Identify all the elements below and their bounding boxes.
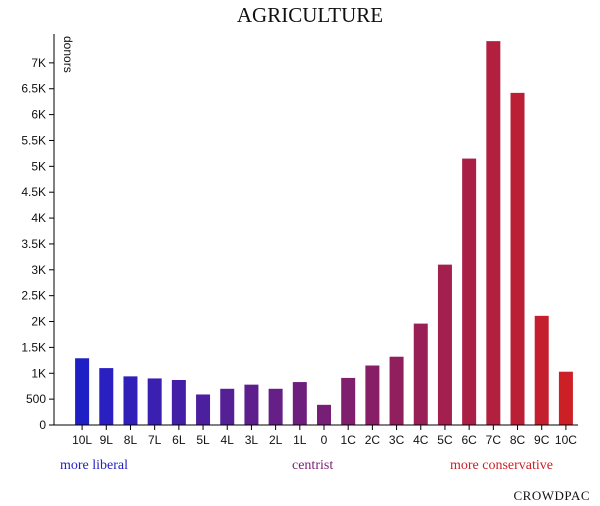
x-tick-label: 10L	[72, 433, 92, 447]
bar-4L	[220, 388, 235, 425]
x-tick-label: 7C	[486, 433, 502, 447]
bar-1L	[292, 382, 307, 425]
bar-6L	[171, 379, 186, 425]
bar-8L	[123, 376, 138, 425]
y-tick-label: 6.5K	[21, 82, 46, 96]
bar-2C	[365, 365, 380, 425]
x-tick-label: 0	[321, 433, 328, 447]
bar-9C	[534, 315, 549, 425]
x-tick-label: 5C	[437, 433, 453, 447]
bar-1C	[341, 377, 356, 425]
annotation-more-conservative: more conservative	[450, 458, 553, 473]
bar-7C	[486, 41, 501, 425]
y-axis-label: donors	[61, 36, 75, 73]
bar-7L	[147, 378, 162, 425]
y-tick-label: 1.5K	[21, 340, 46, 354]
y-tick-label: 500	[26, 392, 46, 406]
bars	[75, 41, 573, 425]
y-tick-label: 2K	[31, 315, 46, 329]
x-tick-label: 9C	[534, 433, 550, 447]
y-tick-label: 7K	[31, 56, 46, 70]
bar-8C	[510, 92, 525, 425]
x-tick-label: 6C	[461, 433, 477, 447]
bar-10C	[558, 371, 573, 425]
crowdpac-logo: CROWDPAC	[514, 488, 590, 503]
y-tick-label: 3.5K	[21, 237, 46, 251]
annotation-centrist: centrist	[292, 458, 333, 473]
bar-5C	[437, 264, 452, 425]
bar-4C	[413, 323, 428, 425]
x-tick-label: 3L	[245, 433, 259, 447]
y-tick-label: 1K	[31, 366, 46, 380]
y-tick-label: 6K	[31, 108, 46, 122]
y-tick-label: 3K	[31, 263, 46, 277]
bar-3C	[389, 356, 404, 425]
x-tick-label: 6L	[172, 433, 186, 447]
x-tick-label: 8C	[510, 433, 526, 447]
bar-10L	[75, 358, 90, 425]
x-tick-label: 9L	[100, 433, 114, 447]
bar-0	[317, 404, 331, 425]
x-tick-label: 10C	[555, 433, 577, 447]
axis-lines	[53, 34, 578, 426]
bar-2L	[268, 388, 283, 425]
chart-title: AGRICULTURE	[237, 3, 383, 27]
bar-9L	[99, 368, 114, 425]
y-tick-label: 4.5K	[21, 185, 46, 199]
y-tick-label: 0	[39, 418, 46, 432]
annotation-more-liberal: more liberal	[60, 458, 128, 473]
bar-5L	[196, 394, 211, 425]
x-tick-label: 7L	[148, 433, 162, 447]
bar-3L	[244, 384, 259, 425]
y-axis: 0 500 1K 1.5K 2K 2.5K 3K 3.5K 4K 4.5K 5K 5.5K 6K 6.5K…	[21, 56, 54, 432]
y-tick-label: 5K	[31, 159, 46, 173]
x-tick-label: 1C	[341, 433, 357, 447]
y-tick-label: 2.5K	[21, 289, 46, 303]
x-tick-label: 4L	[221, 433, 235, 447]
x-tick-label: 5L	[196, 433, 210, 447]
x-tick-label: 1L	[293, 433, 307, 447]
x-axis: 10L 9L 8L 7L 6L 5L 4L 3L 2L 1L 0 1C 2C 3C 4C 5C 6C 7C 8C 9C…	[72, 425, 577, 447]
bar-6C	[462, 158, 477, 425]
x-tick-label: 4C	[413, 433, 429, 447]
y-tick-label: 5.5K	[21, 133, 46, 147]
y-tick-label: 4K	[31, 211, 46, 225]
x-tick-label: 3C	[389, 433, 405, 447]
x-tick-label: 2C	[365, 433, 381, 447]
x-tick-label: 2L	[269, 433, 283, 447]
x-tick-label: 8L	[124, 433, 138, 447]
